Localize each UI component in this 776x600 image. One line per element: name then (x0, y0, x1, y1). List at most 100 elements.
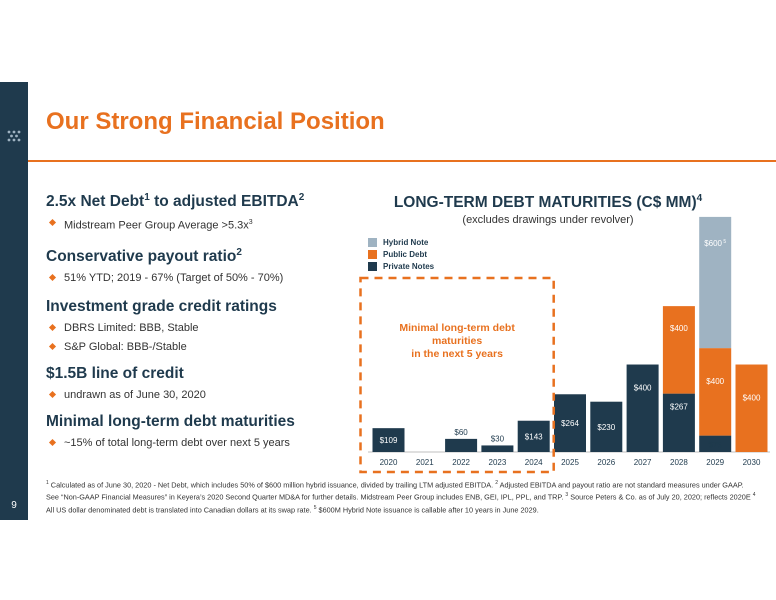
highlight-heading-text: $1.5B line of credit (46, 364, 184, 382)
bar-value-label: $400 (670, 324, 688, 333)
footnote-ref: 5 (722, 239, 726, 245)
highlight-heading: Minimal long-term debt maturities (46, 412, 346, 431)
legend-label: Public Debt (383, 249, 428, 259)
chart-legend: Hybrid Note Public Debt Private Notes (368, 236, 434, 272)
footnote-ref: 1 (144, 192, 150, 203)
bar-public-debt-2028 (662, 306, 695, 394)
highlight-section: Conservative payout ratio2 51% YTD; 2019 … (46, 243, 346, 285)
highlight-heading: Investment grade credit ratings (46, 297, 346, 316)
bar-private-notes-2028 (662, 393, 695, 452)
footnote-ref: 3 (248, 219, 253, 227)
bar-value-label: $75 (709, 441, 723, 450)
highlight-heading-text: Minimal long-term debt maturities (46, 412, 295, 430)
footnote-ref: 5 (313, 504, 317, 511)
bar-public-debt-2029 (699, 348, 732, 436)
bar-private-notes-2029 (699, 435, 732, 452)
highlight-heading-tail: to adjusted EBITDA (149, 193, 299, 211)
legend-swatch (368, 261, 377, 271)
highlight-bullet: 51% YTD; 2019 - 67% (Target of 50% - 70%… (46, 271, 346, 285)
x-tick-label: 2029 (706, 458, 724, 467)
bar-public-debt-2030 (735, 364, 768, 452)
x-tick-label: 2023 (489, 458, 507, 467)
highlight-heading: 2.5x Net Debt1 to adjusted EBITDA2 (46, 188, 346, 211)
keyera-logo-icon (7, 130, 21, 142)
bar-value-label: $264 (561, 419, 579, 428)
footnote-text: Calculated as of June 30, 2020 - Net Deb… (48, 480, 496, 490)
x-tick-label: 2025 (561, 458, 579, 467)
footnote-ref: 2 (236, 246, 242, 258)
page-number: 9 (11, 500, 17, 511)
title-divider (28, 160, 776, 162)
bar-private-notes-2023 (481, 445, 514, 452)
x-tick-label: 2027 (634, 458, 652, 467)
bar-value-label: $230 (597, 423, 615, 432)
legend-item: Public Debt (368, 248, 434, 260)
footnote-text: Adjusted EBITDA and payout ratio are not… (46, 480, 744, 502)
highlight-section: 2.5x Net Debt1 to adjusted EBITDA2 Midstr… (46, 188, 346, 233)
bar-value-label: $600 5 (704, 239, 726, 248)
legend-item: Private Notes (368, 260, 434, 272)
x-tick-label: 2024 (525, 458, 543, 467)
highlight-heading-text: Conservative payout ratio (46, 247, 237, 265)
bar-value-label: $30 (491, 434, 505, 443)
footnote-ref: 2 (495, 480, 498, 486)
chart-title-text: LONG-TERM DEBT MATURITIES (C$ MM) (393, 194, 697, 212)
legend-label: Hybrid Note (383, 237, 429, 247)
bar-private-notes-2025 (554, 394, 586, 452)
highlight-bullet: ~15% of total long-term debt over next 5… (46, 436, 346, 450)
footnote-ref: 2 (298, 192, 305, 203)
highlight-bullet: S&P Global: BBB-/Stable (46, 340, 346, 354)
bullet-text: Midstream Peer Group Average >5.3x (64, 219, 249, 232)
bullet-text: 51% YTD; 2019 - 67% (Target of 50% - 70%… (64, 271, 284, 284)
highlight-bullet: undrawn as of June 30, 2020 (46, 388, 346, 402)
x-tick-label: 2020 (380, 458, 398, 467)
footnote-text: $600M Hybrid Note issuance is callable a… (316, 505, 539, 515)
chart-subtitle: (excludes drawings under revolver) (462, 214, 634, 226)
bar-private-notes-2022 (445, 438, 478, 452)
bar-hybrid-note-2029 (699, 216, 732, 349)
bar-value-label: $267 (670, 403, 688, 412)
highlight-heading-text: Investment grade credit ratings (46, 297, 277, 315)
x-tick-label: 2030 (743, 458, 761, 467)
footnote-text: Source Peters & Co. as of July 20, 2020;… (568, 492, 753, 502)
bar-value-label: $400 (743, 394, 761, 403)
annotation-text: maturities (432, 335, 482, 347)
legend-item: Hybrid Note (368, 236, 434, 248)
x-tick-label: 2021 (416, 458, 434, 467)
bar-private-notes-2024 (517, 420, 550, 452)
bar-value-label: $400 (706, 377, 724, 386)
highlight-bullet: DBRS Limited: BBB, Stable (46, 321, 346, 335)
footnote-ref: 1 (46, 480, 49, 486)
highlight-section: Investment grade credit ratings DBRS Limi… (46, 297, 346, 354)
bar-private-notes-2027 (626, 364, 659, 452)
highlight-heading: Conservative payout ratio2 (46, 243, 346, 266)
bullet-text: ~15% of total long-term debt over next 5… (64, 436, 290, 449)
bullet-text: DBRS Limited: BBB, Stable (64, 321, 199, 334)
footnote-ref: 3 (565, 492, 569, 499)
highlight-section: $1.5B line of credit undrawn as of June 3… (46, 364, 346, 402)
highlight-heading: $1.5B line of credit (46, 364, 346, 383)
x-tick-label: 2022 (452, 458, 470, 467)
footnote: 1 Calculated as of June 30, 2020 - Net D… (46, 478, 756, 515)
highlights-list: 2.5x Net Debt1 to adjusted EBITDA2 Midstr… (46, 188, 346, 450)
bar-value-label: $60 (454, 428, 468, 437)
bar-value-label: $400 (634, 384, 652, 393)
annotation-dashed-box (359, 276, 555, 474)
x-tick-label: 2028 (670, 458, 688, 467)
slide-side-bar (0, 82, 28, 520)
legend-label: Private Notes (383, 261, 435, 271)
footnote-ref: 4 (752, 492, 756, 499)
annotation-text: in the next 5 years (411, 348, 503, 360)
footnote-text: All US dollar denominated debt is transl… (46, 505, 314, 515)
chart-title: LONG-TERM DEBT MATURITIES (C$ MM)4 (360, 193, 736, 212)
annotation-text: Minimal long-term debt (399, 322, 515, 334)
legend-swatch (368, 237, 377, 247)
highlight-section: Minimal long-term debt maturities ~15% of… (46, 412, 346, 450)
bullet-text: S&P Global: BBB-/Stable (64, 340, 187, 353)
slide-title: Our Strong Financial Position (46, 108, 385, 135)
bar-private-notes-2026 (590, 401, 623, 452)
bullet-text: undrawn as of June 30, 2020 (64, 388, 206, 401)
x-tick-label: 2026 (597, 458, 615, 467)
bar-private-notes-2020 (372, 428, 405, 452)
